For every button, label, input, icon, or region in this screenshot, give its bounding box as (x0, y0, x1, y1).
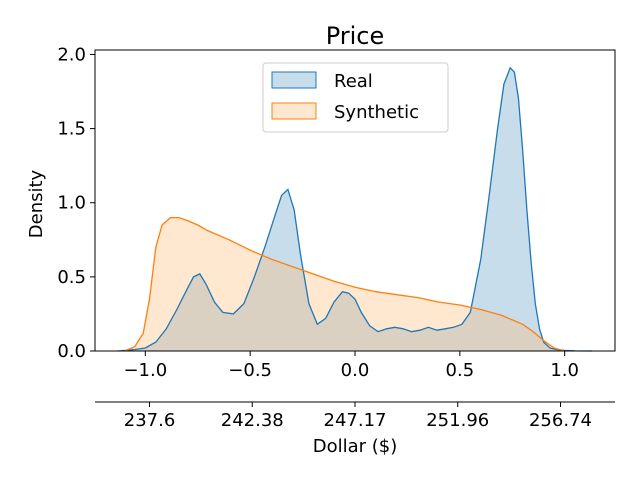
x-tick-label: −0.5 (228, 360, 272, 381)
secondary-x-tick-label: 256.74 (529, 410, 592, 431)
legend-label-real: Real (334, 71, 373, 92)
legend: Real Synthetic (262, 62, 449, 133)
area-real (118, 67, 592, 352)
y-tick-label: 0.5 (57, 267, 86, 288)
x-tick-label: −1.0 (123, 360, 167, 381)
x-axis-label: Dollar ($) (313, 436, 398, 457)
y-tick-label: 0.0 (57, 341, 86, 362)
y-tick-label: 1.0 (57, 193, 86, 214)
secondary-x-tick-label: 237.6 (124, 410, 176, 431)
legend-label-synthetic: Synthetic (334, 102, 419, 123)
y-axis-label: Density (26, 169, 47, 238)
y-tick-label: 2.0 (57, 44, 86, 65)
secondary-x-tick-label: 247.17 (324, 410, 387, 431)
x-tick-label: 0.0 (341, 360, 370, 381)
chart-title: Price (326, 22, 385, 50)
legend-box (262, 62, 449, 133)
secondary-x-tick-label: 251.96 (426, 410, 489, 431)
legend-swatch-synthetic (271, 102, 317, 120)
legend-swatch-real (271, 71, 317, 89)
line-real (118, 66, 592, 352)
line-synthetic (124, 216, 565, 352)
x-tick-label: 1.0 (550, 360, 579, 381)
secondary-x-tick-label: 242.38 (221, 410, 284, 431)
x-tick-label: 0.5 (446, 360, 475, 381)
y-tick-label: 1.5 (57, 119, 86, 140)
